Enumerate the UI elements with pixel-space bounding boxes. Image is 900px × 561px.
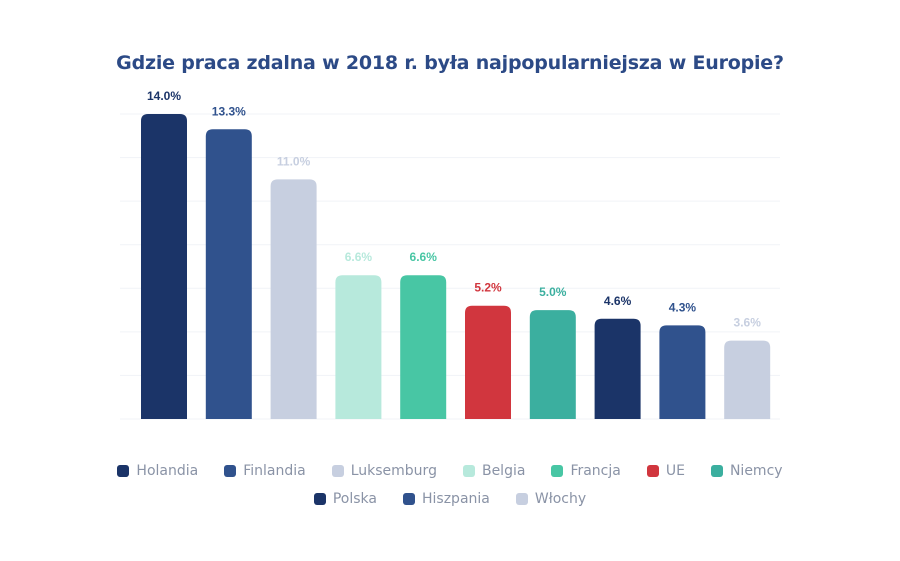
legend-item[interactable]: Holandia — [117, 462, 198, 480]
legend-item[interactable]: Belgia — [462, 462, 526, 480]
legend-swatch — [331, 465, 344, 477]
legend-swatch — [515, 493, 528, 505]
legend-item[interactable]: Finlandia — [224, 462, 306, 480]
legend-swatch — [710, 465, 723, 477]
bar-finlandia[interactable] — [205, 129, 252, 419]
legend-item[interactable]: Polska — [313, 490, 377, 508]
bar-ue[interactable] — [465, 305, 511, 419]
legend-label: Luksemburg — [350, 463, 437, 479]
data-label: 4.3% — [669, 300, 697, 314]
data-label: 4.6% — [604, 294, 632, 308]
legend-label: Holandia — [136, 463, 199, 479]
data-label: 5.2% — [474, 281, 502, 295]
legend-item[interactable]: Luksemburg — [331, 462, 437, 480]
bar-luksemburg[interactable] — [270, 179, 317, 419]
legend-label: Belgia — [481, 463, 526, 479]
data-label: 13.3% — [212, 104, 246, 118]
bar-polska[interactable] — [594, 318, 641, 419]
bar-belgia[interactable] — [335, 275, 382, 419]
bar-francja[interactable] — [400, 275, 447, 419]
legend-swatch — [646, 465, 659, 477]
data-label: 3.6% — [734, 316, 762, 330]
data-label: 11.0% — [277, 154, 311, 168]
bar-hiszpania[interactable] — [659, 325, 706, 419]
bar-niemcy[interactable] — [529, 310, 576, 419]
legend-item[interactable]: Włochy — [515, 490, 587, 508]
legend-label: UE — [665, 463, 685, 479]
legend-label: Hiszpania — [422, 491, 490, 507]
legend-label: Włochy — [534, 491, 587, 507]
legend-swatch — [224, 465, 237, 477]
bar-holandia[interactable] — [141, 114, 187, 419]
data-label: 6.6% — [345, 250, 373, 264]
legend-swatch — [403, 493, 415, 505]
data-label: 6.6% — [410, 250, 438, 264]
data-label: 5.0% — [539, 285, 567, 299]
chart-legend: Holandia Finlandia Luksemburg Belgia Francja… — [110, 462, 790, 508]
legend-swatch — [313, 493, 326, 505]
legend-swatch — [551, 465, 564, 477]
legend-item[interactable]: Niemcy — [710, 462, 783, 480]
legend-label: Francja — [570, 463, 621, 479]
legend-item[interactable]: Francja — [551, 462, 621, 480]
legend-item[interactable]: Hiszpania — [403, 490, 490, 508]
legend-swatch — [117, 465, 130, 477]
legend-label: Finlandia — [243, 463, 306, 479]
data-label: 14.0% — [147, 89, 181, 103]
legend-label: Niemcy — [729, 463, 783, 479]
legend-swatch — [462, 465, 475, 477]
legend-label: Polska — [332, 491, 377, 507]
legend-item[interactable]: UE — [646, 462, 685, 480]
chart-title: Gdzie praca zdalna w 2018 r. była najpop… — [116, 52, 784, 74]
bar-włochy[interactable] — [724, 340, 771, 419]
